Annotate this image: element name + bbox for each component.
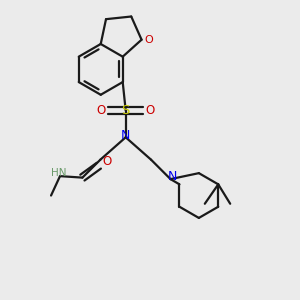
Text: O: O: [145, 35, 153, 45]
Text: N: N: [121, 129, 130, 142]
Text: O: O: [146, 104, 155, 117]
Text: O: O: [102, 155, 111, 168]
Text: N: N: [167, 170, 177, 183]
Text: HN: HN: [51, 167, 66, 178]
Text: O: O: [96, 104, 106, 117]
Text: S: S: [122, 104, 130, 117]
